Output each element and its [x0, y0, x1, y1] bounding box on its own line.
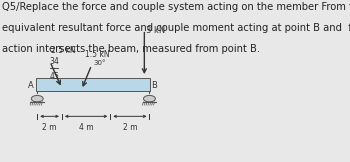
Text: 4: 4: [49, 72, 54, 81]
Text: Q5/Replace the force and couple system acting on the member From figure 6 by an: Q5/Replace the force and couple system a…: [1, 2, 350, 12]
Ellipse shape: [144, 95, 155, 102]
Text: 2 m: 2 m: [42, 123, 57, 132]
Text: B: B: [152, 81, 158, 90]
Text: 4 m: 4 m: [79, 123, 93, 132]
Text: 3: 3: [49, 57, 54, 66]
Text: action intersects the beam, measured from point B.: action intersects the beam, measured fro…: [1, 44, 260, 54]
Text: 4: 4: [54, 57, 58, 66]
Text: 5: 5: [54, 72, 58, 81]
Bar: [36, 78, 150, 91]
Text: 3 kN: 3 kN: [146, 26, 166, 35]
Text: 1.5 kN: 1.5 kN: [85, 50, 110, 58]
Ellipse shape: [31, 95, 43, 102]
Text: A: A: [28, 81, 34, 90]
Text: 2 m: 2 m: [122, 123, 137, 132]
Text: 30°: 30°: [93, 59, 106, 66]
Text: 2.5 kN: 2.5 kN: [51, 46, 76, 55]
Text: equivalent resultant force and couple moment acting at point B and  find where i: equivalent resultant force and couple mo…: [1, 23, 350, 33]
